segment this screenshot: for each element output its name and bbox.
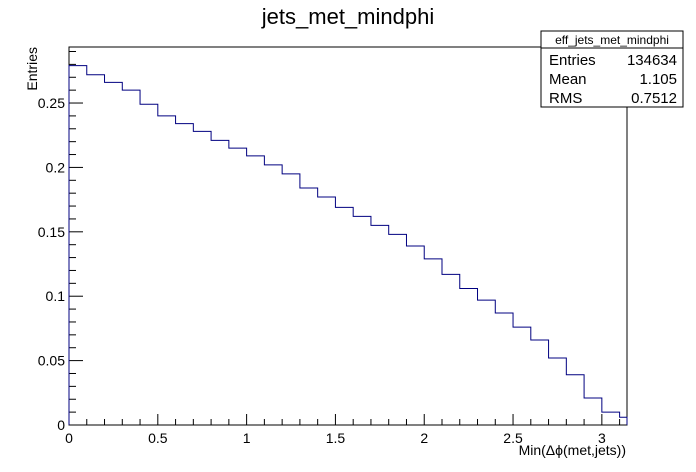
stats-box: eff_jets_met_mindphi Entries 134634 Mean… (540, 30, 684, 108)
y-tick-label: 0.05 (38, 353, 65, 369)
stats-box-title: eff_jets_met_mindphi (555, 33, 669, 47)
x-tick-label: 2.5 (503, 430, 523, 446)
y-tick-label: 0.25 (38, 95, 65, 111)
y-axis-tick-labels: 0 0.05 0.1 0.15 0.2 0.25 (38, 95, 65, 433)
stats-mean-label: Mean (549, 71, 587, 88)
x-tick-label: 1 (243, 430, 251, 446)
x-tick-label: 0.5 (148, 430, 168, 446)
stats-entries-label: Entries (549, 52, 596, 69)
stats-mean-value: 1.105 (639, 71, 677, 88)
stats-entries-value: 134634 (627, 52, 677, 69)
x-tick-label: 0 (65, 430, 73, 446)
stats-rms-value: 0.7512 (631, 90, 677, 107)
x-tick-label: 1.5 (326, 430, 346, 446)
chart-title: jets_met_mindphi (261, 4, 434, 29)
histogram-series-line (68, 65, 628, 425)
x-tick-label: 3 (598, 430, 606, 446)
y-axis-label: Entries (24, 47, 40, 91)
y-tick-label: 0.1 (46, 288, 66, 304)
stats-rms-label: RMS (549, 90, 582, 107)
y-tick-label: 0 (57, 417, 65, 433)
x-axis-tick-labels: 0 0.5 1 1.5 2 2.5 3 (65, 430, 606, 446)
x-axis-label: Min(Δϕ(met,jets)) (519, 442, 626, 458)
y-tick-label: 0.15 (38, 224, 65, 240)
y-axis-ticks (69, 51, 83, 426)
x-tick-label: 2 (420, 430, 428, 446)
y-tick-label: 0.2 (46, 159, 66, 175)
stats-box-frame (540, 30, 684, 108)
